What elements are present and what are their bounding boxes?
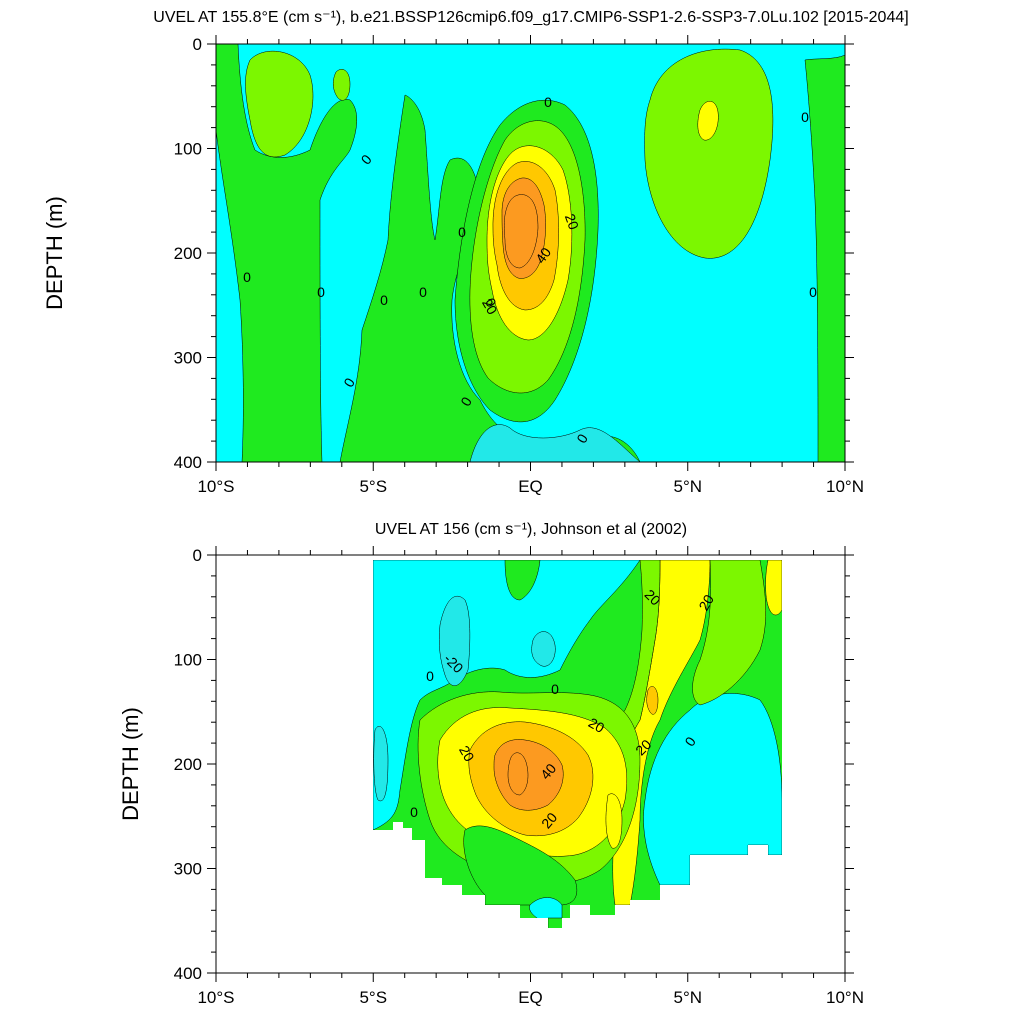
bottom-xtick-label: 10°N	[826, 988, 864, 1007]
panel-bottom-mask	[216, 555, 845, 973]
panel-bottom-field	[372, 559, 783, 929]
bottom-contour-label: 20	[456, 743, 478, 765]
top-ytick-label: 0	[193, 35, 202, 54]
bottom-ytick-label: 400	[174, 964, 202, 983]
bot-light-green-ne	[692, 559, 767, 706]
bot-neg-spot	[531, 631, 556, 667]
top-contour-label: 0	[243, 269, 251, 285]
top-patch-east-core	[697, 101, 719, 141]
top-contour-label: 0	[544, 94, 552, 110]
top-patch-east	[644, 48, 774, 259]
bottom-contour-label: 0	[551, 681, 559, 697]
top-contour-label: 0	[380, 292, 388, 308]
panel-top-title: UVEL AT 155.8°E (cm s⁻¹), b.e21.BSSP126c…	[153, 9, 908, 26]
bottom-ytick-label: 300	[174, 860, 202, 879]
bot-neg-upper-deep	[438, 595, 471, 686]
bottom-xtick-label: 5°S	[359, 988, 387, 1007]
top-patch-west	[245, 50, 314, 158]
top-xtick-label: EQ	[518, 477, 543, 496]
bottom-contour-label: 0	[426, 668, 434, 684]
bot-mask-west	[216, 555, 373, 973]
bot-neg-left-edge	[373, 726, 389, 802]
panel-top-field	[216, 44, 845, 462]
top-contour-label: 0	[801, 109, 809, 125]
top-contour-label: 0	[317, 284, 325, 300]
panel-bottom-title: UVEL AT 156 (cm s⁻¹), Johnson et al (200…	[375, 521, 687, 538]
bot-green-deep-1	[463, 825, 578, 906]
bottom-ytick-label: 0	[193, 546, 202, 565]
bottom-contour-label: 20	[695, 592, 717, 614]
bot-mask-top	[216, 555, 845, 560]
bot-green-top	[504, 559, 541, 601]
bottom-xtick-label: 10°S	[197, 988, 234, 1007]
top-xtick-label: 5°S	[359, 477, 387, 496]
top-contour-label: 0	[419, 284, 427, 300]
bottom-ytick-label: 100	[174, 651, 202, 670]
bottom-contour-label: 20	[586, 714, 608, 736]
top-ytick-label: 100	[174, 140, 202, 159]
bot-mask-east	[782, 555, 845, 973]
top-xtick-label: 10°S	[197, 477, 234, 496]
panel-bottom-ylabel: DEPTH (m)	[118, 707, 143, 821]
top-xtick-label: 5°N	[673, 477, 702, 496]
top-xtick-label: 10°N	[826, 477, 864, 496]
top-contour-label: 20	[562, 212, 582, 232]
top-contour-label: 20	[479, 296, 501, 318]
top-ytick-label: 400	[174, 453, 202, 472]
bottom-xtick-label: 5°N	[673, 988, 702, 1007]
top-euc-core	[504, 194, 539, 269]
bot-mask-bottom	[373, 822, 782, 973]
top-band-west-edge-neg	[216, 44, 244, 462]
top-ytick-label: 200	[174, 244, 202, 263]
top-ytick-label: 300	[174, 349, 202, 368]
bot-yellow-ne-strip	[765, 559, 783, 616]
top-band-deep-neg	[469, 424, 641, 462]
bot-yellow-deep-2	[605, 793, 623, 849]
top-contour-label: 0	[809, 284, 817, 300]
top-contour-label: 0	[458, 224, 466, 240]
bottom-xtick-label: EQ	[518, 988, 543, 1007]
bot-euc-core	[507, 752, 529, 796]
top-patch-small	[333, 69, 351, 101]
bottom-ytick-label: 200	[174, 755, 202, 774]
bottom-contour-label: 0	[410, 804, 418, 820]
bot-orange-east-sliver	[646, 686, 659, 715]
panel-top-ylabel: DEPTH (m)	[42, 196, 67, 310]
